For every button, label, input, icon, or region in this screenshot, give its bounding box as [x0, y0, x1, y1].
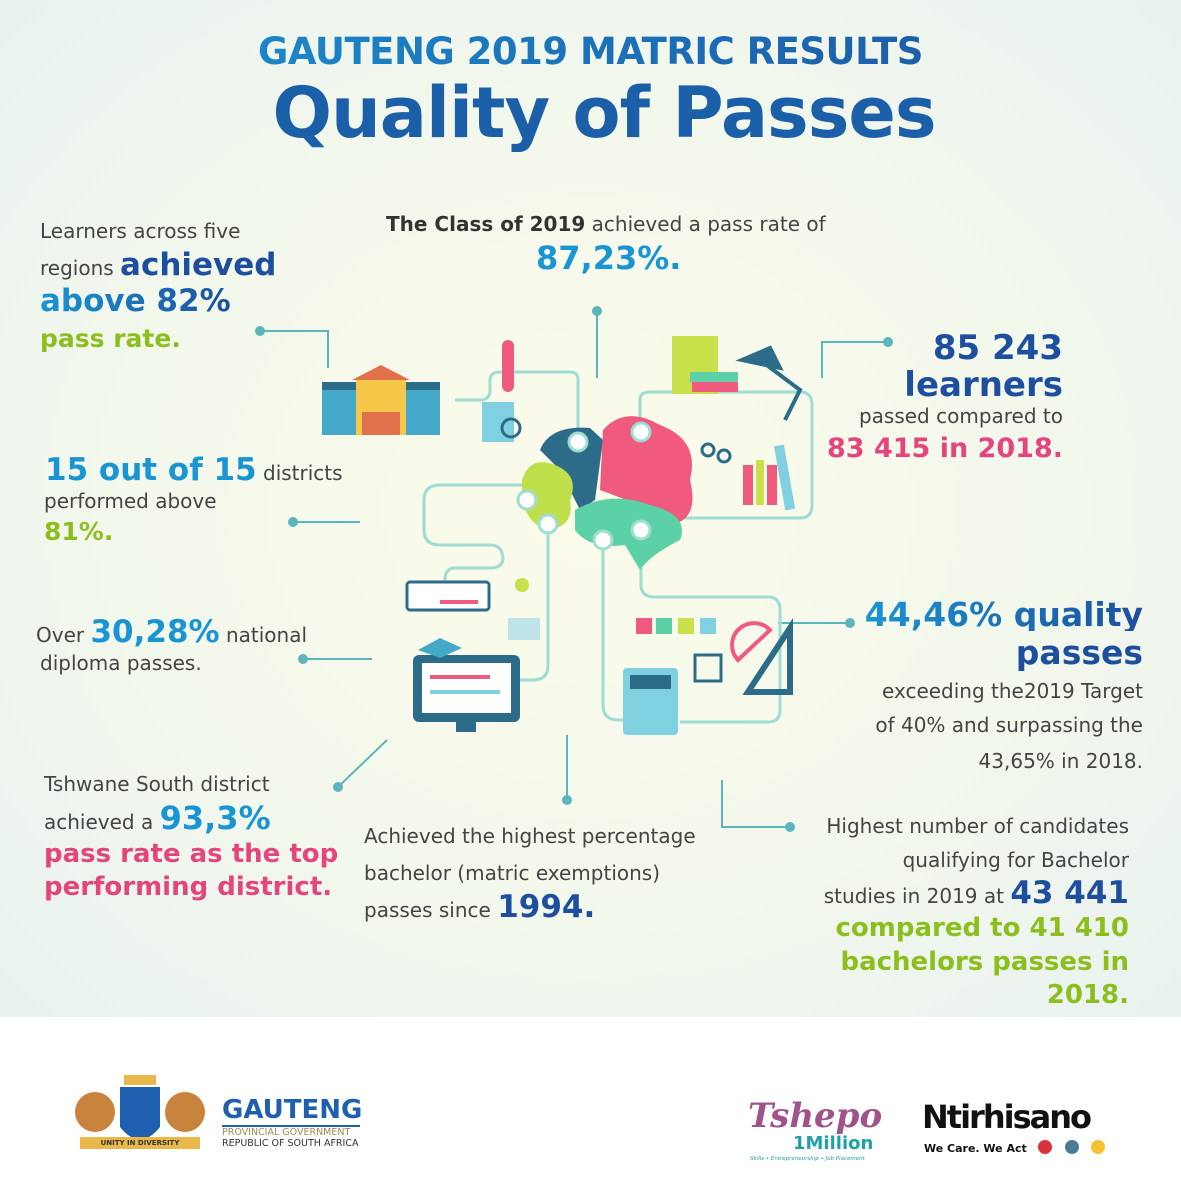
test-tube-icon — [502, 340, 514, 392]
gauteng-motto: UNITY IN DIVERSITY — [100, 1139, 180, 1147]
respond-icon — [1038, 1140, 1052, 1154]
resolve-icon — [1065, 1140, 1079, 1154]
serve-icon — [1091, 1140, 1105, 1154]
math-symbols-icon — [636, 618, 716, 634]
highlight: learners — [904, 365, 1063, 405]
highlight: bachelors passes in — [840, 947, 1129, 977]
connector-dots — [255, 306, 893, 832]
ntirhisano-tagline: We Care. We Act — [924, 1142, 1027, 1155]
highlight: achieved — [120, 247, 277, 283]
text-line: The Class of 2019 achieved a pass rate o… — [386, 214, 826, 234]
highlight: pass rate. — [40, 324, 181, 353]
illustration — [255, 306, 893, 832]
footer: UNITY IN DIVERSITY GAUTENG PROVINCIAL GO… — [0, 1017, 1181, 1181]
text: qualifying for Bachelor — [902, 848, 1129, 872]
text-line: passes since 1994. — [364, 892, 595, 923]
set-square-icon — [730, 617, 793, 695]
gauteng-coat-of-arms-logo: UNITY IN DIVERSITY — [70, 1057, 210, 1157]
gauteng-line1: PROVINCIAL GOVERNMENT — [222, 1127, 351, 1138]
desk-lamp-icon — [735, 345, 803, 421]
highlight: 87,23%. — [536, 239, 682, 277]
page-title: Quality of Passes — [272, 72, 936, 154]
keyboard-icon — [405, 580, 491, 612]
highlight: 83 415 in 2018. — [826, 433, 1063, 464]
highlight: 44,46% quality — [864, 595, 1143, 634]
text: Over — [36, 623, 91, 647]
highlight: 43 441 — [1010, 875, 1129, 911]
bookshelf-icon — [743, 444, 796, 511]
text: Achieved the highest percentage — [364, 824, 696, 848]
infographic-canvas: GAUTENG 2019 MATRIC RESULTS Quality of P… — [0, 0, 1181, 1017]
highlight: performing district. — [44, 872, 333, 902]
circuit-paths — [422, 370, 814, 724]
text: bachelor (matric exemptions) — [364, 861, 661, 885]
text-line: 15 out of 15 districts — [45, 455, 343, 486]
text: Learners across five — [40, 219, 241, 243]
text: 43,65% in 2018. — [978, 749, 1143, 773]
text: passes since — [364, 898, 498, 922]
tshepo-tagline: Skills • Entrepreneurship • Job Placemen… — [750, 1156, 865, 1162]
calculator-icon — [623, 668, 678, 735]
highlight: 2018. — [1046, 980, 1129, 1010]
highlight: above 82% — [40, 283, 231, 319]
school-building-icon — [322, 365, 440, 435]
text: achieved a — [44, 810, 160, 834]
gauteng-line2: REPUBLIC OF SOUTH AFRICA — [222, 1138, 359, 1149]
highlight: compared to 41 410 — [835, 913, 1130, 943]
text: Tshwane South district — [44, 772, 270, 796]
text: passed compared to — [858, 404, 1063, 428]
text: regions — [40, 256, 121, 280]
text: exceeding the2019 Target — [882, 679, 1143, 703]
highlight: pass rate as the top — [44, 839, 339, 869]
highlight: 15 out of 15 — [45, 452, 257, 488]
document-search-icon — [482, 402, 522, 442]
highlight: 81%. — [44, 517, 114, 546]
text: The Class of 2019 — [386, 212, 586, 236]
highlight: 93,3% — [159, 799, 271, 837]
text: achieved a pass rate of — [585, 212, 826, 236]
highlight: 30,28% — [90, 614, 220, 650]
text-line: achieved a 93,3% — [44, 802, 271, 834]
gauteng-name: GAUTENG — [222, 1095, 363, 1125]
text-line: Over 30,28% national — [36, 617, 307, 648]
cube-icon — [693, 653, 723, 683]
text-line: studies in 2019 at 43 441 — [824, 878, 1129, 909]
graduation-cap-icon — [418, 638, 462, 658]
text: studies in 2019 at — [823, 884, 1011, 908]
text: performed above — [44, 489, 217, 513]
highlight: passes — [1015, 633, 1143, 672]
divider — [222, 1125, 360, 1127]
text: national — [219, 623, 308, 647]
books-icon — [672, 336, 738, 394]
header-subtitle: GAUTENG 2019 MATRIC RESULTS — [0, 33, 1181, 70]
lightbulb-icon — [515, 578, 529, 592]
ntirhisano-name: Ntirhisano — [922, 1098, 1092, 1136]
text: districts — [256, 461, 343, 485]
tshepo-name: Tshepo — [748, 1096, 883, 1136]
highlight: 1994. — [497, 889, 596, 925]
text: of 40% and surpassing the — [875, 713, 1143, 737]
tshepo-sub: 1Million — [793, 1133, 874, 1154]
brain-icon — [516, 416, 693, 570]
text: Highest number of candidates — [826, 814, 1129, 838]
computer-monitor-icon — [413, 655, 520, 732]
glasses-icon — [700, 442, 732, 464]
text-line: regions achieved — [40, 250, 276, 281]
envelope-icon — [508, 618, 540, 640]
connector-lines — [260, 311, 888, 828]
text: diploma passes. — [40, 651, 202, 675]
highlight: 85 243 — [932, 328, 1063, 368]
